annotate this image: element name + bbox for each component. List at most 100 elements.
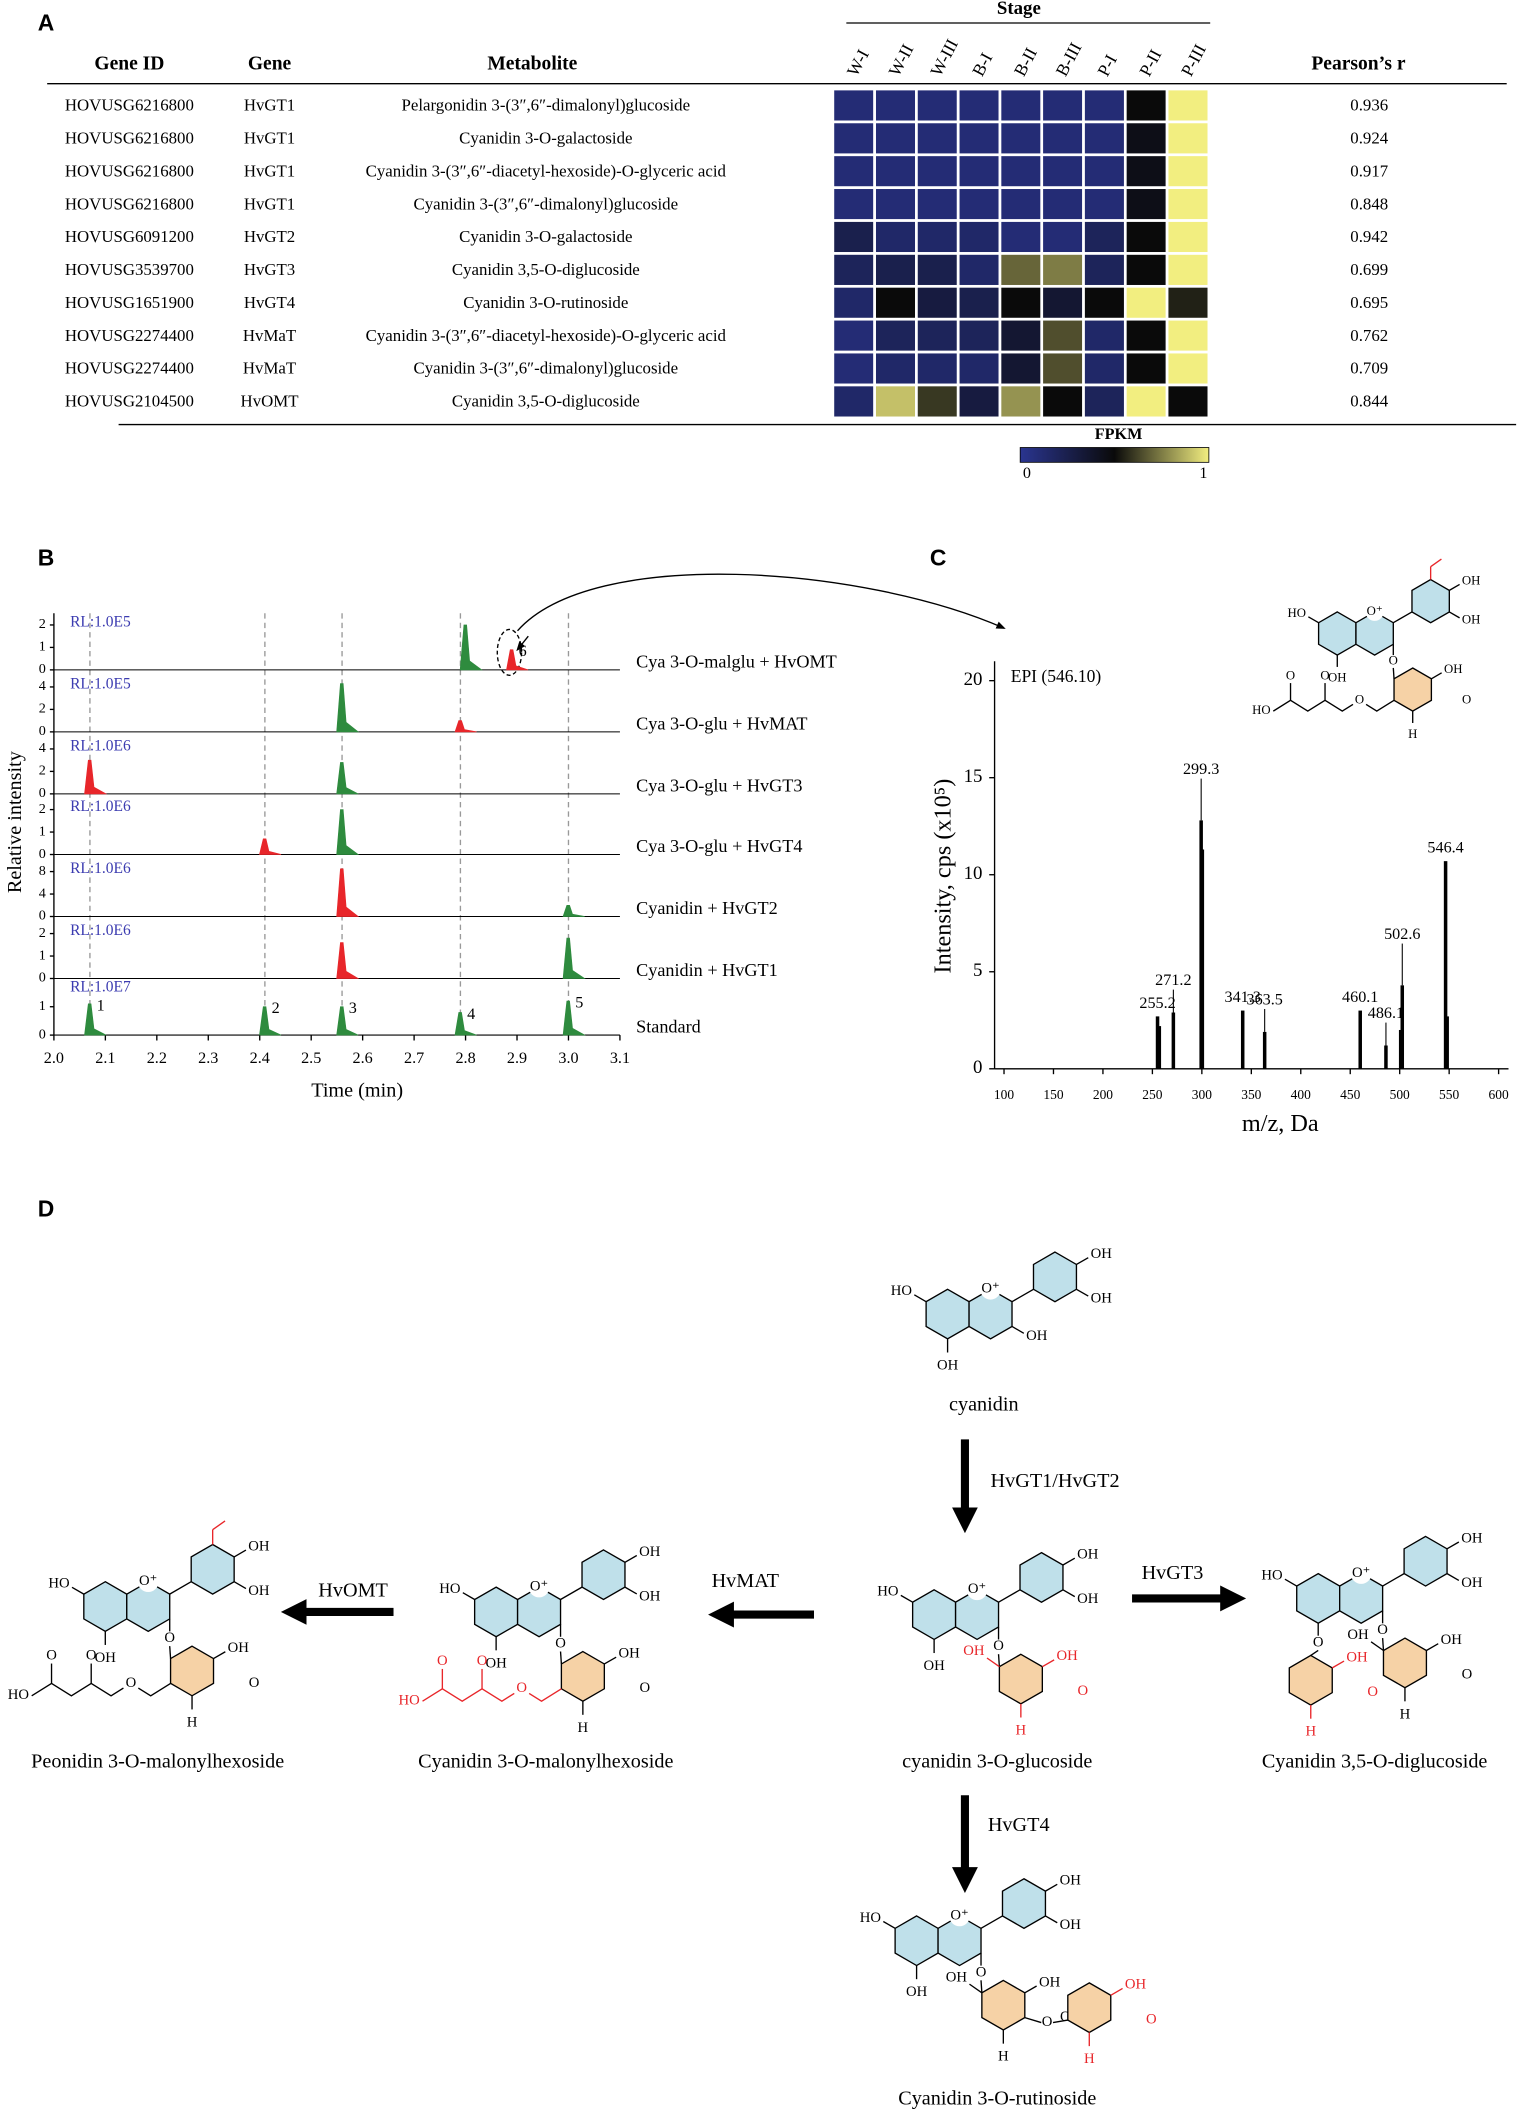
- compound-name: cyanidin 3-O-glucoside: [902, 1750, 1092, 1772]
- bond: [624, 1554, 638, 1563]
- metabolite: Cyanidin 3-O-rutinoside: [463, 293, 628, 312]
- trace-name: Standard: [636, 1017, 701, 1037]
- heatmap-cell: [1165, 350, 1211, 387]
- peak: [562, 904, 585, 917]
- atom-label: HO: [877, 1584, 899, 1600]
- spectrum-peak: [1200, 849, 1205, 1069]
- atom-label: O: [516, 1680, 527, 1696]
- trace-name: Cyanidin + HvGT2: [636, 898, 778, 918]
- pathway-arrows: [280, 1439, 1247, 1894]
- metabolite: Cyanidin 3,5-O-diglucoside: [452, 392, 640, 411]
- y-tick-label: 1: [39, 639, 46, 655]
- column-header: Gene: [248, 53, 292, 74]
- y-tick-label: 5: [973, 960, 982, 981]
- enzyme-label: HvGT4: [988, 1814, 1050, 1836]
- heatmap-cell: [1040, 317, 1085, 354]
- bond: [1062, 1589, 1076, 1598]
- atom-label: OH: [1441, 1632, 1463, 1648]
- gene-id: HOVUSG6216800: [65, 96, 194, 115]
- heatmap-cell: [831, 120, 876, 157]
- bond: [1392, 611, 1413, 624]
- bond: [1448, 611, 1460, 619]
- peak-label: 502.6: [1384, 926, 1420, 943]
- heatmap-cell: [831, 284, 876, 321]
- peak: [84, 759, 108, 795]
- y-tick-label: 1: [39, 947, 46, 963]
- atom-label: OH: [95, 1650, 117, 1666]
- atom-label: OH: [1091, 1246, 1113, 1262]
- ring: [894, 1915, 939, 1967]
- heatmap-cell: [831, 317, 876, 354]
- heatmap-cell: [1165, 383, 1211, 420]
- heatmap-cell: [1040, 120, 1085, 157]
- metabolite: Cyanidin 3-(3″,6″-dimalonyl)glucoside: [414, 194, 679, 213]
- atom-label: O: [993, 1638, 1004, 1654]
- bond: [1041, 1659, 1055, 1668]
- heatmap-cell: [1040, 153, 1085, 190]
- x-tick-label: 400: [1291, 1087, 1311, 1102]
- heatmap-cell: [1123, 350, 1169, 387]
- atom-label: O⁺: [1367, 604, 1383, 618]
- x-tick-label: 350: [1241, 1087, 1261, 1102]
- peak-label: 4: [467, 1006, 475, 1023]
- stage-label: P-I: [1093, 51, 1121, 79]
- atom-label: OH: [1077, 1591, 1099, 1607]
- atom-label: O: [1042, 2014, 1053, 2030]
- heatmap-cell: [1165, 153, 1211, 190]
- ring: [1019, 1551, 1064, 1603]
- atom-label: O: [640, 1680, 651, 1696]
- colorbar-tick: 1: [1199, 465, 1207, 482]
- y-tick-label: 1: [39, 823, 46, 839]
- heatmap-cell: [998, 219, 1044, 255]
- heatmap-cell: [1040, 219, 1085, 255]
- trace-name: Cya 3-O-glu + HvMAT: [636, 713, 807, 733]
- atom-label: HO: [1252, 703, 1270, 717]
- heatmap-cell: [1082, 87, 1127, 124]
- peak: [454, 720, 477, 733]
- spectrum-peak: [1358, 1010, 1362, 1069]
- heatmap-cell: [915, 87, 960, 124]
- atom-label: OH: [248, 1538, 270, 1554]
- atom-label: O: [164, 1630, 175, 1646]
- gene: HvGT1: [244, 161, 295, 180]
- sugar-ring: [169, 1645, 215, 1697]
- stage-label: W-II: [884, 41, 917, 80]
- peak-label: 486.1: [1368, 1005, 1404, 1022]
- atom-label: OH: [1039, 1974, 1061, 1990]
- ring: [925, 1288, 970, 1340]
- trace-name: Cya 3-O-glu + HvGT3: [636, 775, 802, 795]
- heatmap-cell: [1040, 186, 1085, 222]
- atom-bg: [1351, 692, 1368, 709]
- heatmap-cell: [1165, 87, 1211, 124]
- colorbar-title: FPKM: [1095, 426, 1143, 443]
- bond: [1426, 1643, 1439, 1652]
- compound-name: Peonidin 3-O-malonylhexoside: [31, 1750, 284, 1772]
- heatmap-cell: [1123, 219, 1169, 255]
- atom-label: O: [1146, 2011, 1157, 2027]
- spectrum-peak: [1155, 1016, 1160, 1069]
- heatmap-cell: [831, 219, 876, 255]
- bond: [560, 1586, 583, 1601]
- trace-name: Cyanidin + HvGT1: [636, 960, 778, 980]
- x-tick-label: 100: [994, 1087, 1014, 1102]
- heatmap-cell: [831, 186, 876, 222]
- heatmap-cell: [831, 87, 876, 124]
- sugar-ring: [1288, 1654, 1333, 1706]
- ring: [1001, 1877, 1047, 1930]
- x-tick-label: 2.4: [250, 1050, 270, 1067]
- heatmap-cell: [915, 252, 960, 288]
- y-tick-label: 2: [39, 616, 46, 632]
- atom-label: O: [1462, 1667, 1473, 1683]
- x-tick-label: 2.7: [404, 1050, 424, 1067]
- gene: HvOMT: [241, 392, 299, 411]
- heatmap-cell: [1123, 186, 1169, 222]
- bond: [1431, 672, 1442, 680]
- atom-label: O: [1462, 692, 1471, 706]
- spectrum-peak: [1400, 985, 1405, 1069]
- atom-label: O: [1355, 692, 1364, 706]
- peak-label: 341.3: [1225, 989, 1261, 1006]
- x-tick-label: 500: [1390, 1087, 1410, 1102]
- y-tick-label: 8: [39, 863, 46, 879]
- spectrum-peak: [1445, 1016, 1449, 1069]
